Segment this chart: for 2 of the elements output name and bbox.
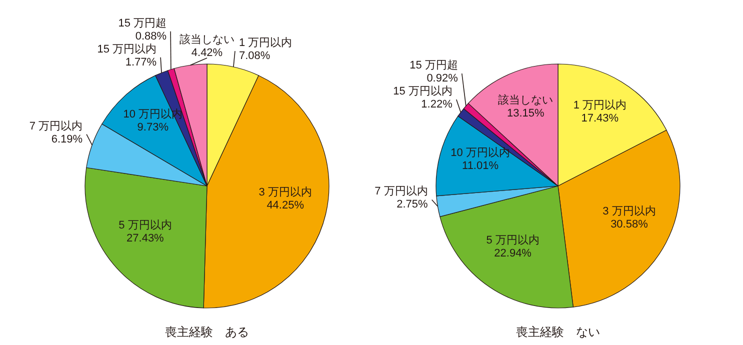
text: 喪主経験 ない	[516, 325, 600, 339]
text: 喪主経験 ある	[165, 325, 249, 339]
